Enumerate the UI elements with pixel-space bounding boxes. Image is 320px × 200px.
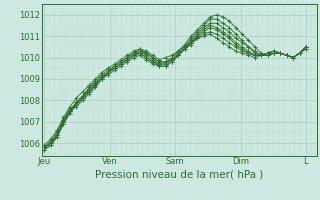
- X-axis label: Pression niveau de la mer( hPa ): Pression niveau de la mer( hPa ): [95, 169, 263, 179]
